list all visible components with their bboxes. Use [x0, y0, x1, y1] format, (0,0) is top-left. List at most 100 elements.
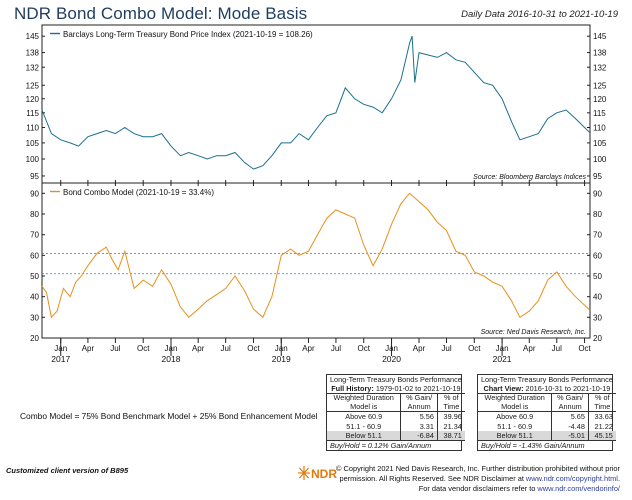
y-tick-label: 110 [593, 124, 606, 133]
bottom-right-axis: 20 30 40 50 60 70 80 90 [593, 189, 602, 343]
y-tick-label: 125 [26, 81, 40, 90]
full-history-table: Long-Term Treasury Bonds Performance Ful… [326, 374, 465, 452]
bond-price-series [41, 36, 591, 170]
y-tick-label: 30 [30, 313, 39, 322]
x-tick-label: Apr [413, 344, 426, 353]
x-tick-label: Jul [441, 344, 451, 353]
x-tick-label: Jul [331, 344, 341, 353]
x-tick-label: Apr [192, 344, 205, 353]
y-tick-label: 70 [30, 231, 39, 240]
bottom-legend-bg [50, 186, 228, 197]
y-tick-label: 120 [593, 95, 607, 104]
y-tick-label: 50 [593, 272, 602, 281]
bottom-panel-frame [41, 182, 591, 339]
y-tick-label: 95 [593, 172, 602, 181]
cv-title: Long-Term Treasury Bonds Performance [481, 375, 613, 384]
y-tick-label: 105 [593, 139, 607, 148]
fh-subtitle: Full History: 1979-01-02 to 2021-10-19 [327, 384, 465, 395]
table-row: Above 60.9 5.56 39.96 [327, 411, 465, 422]
bottom-chart-title: Bond Combo Model (2021-10-19 = 33.4%) [63, 188, 214, 197]
chart-view-table: Long-Term Treasury Bonds Performance Cha… [477, 374, 616, 452]
fh-col3: % of Time [436, 394, 465, 413]
ndr-logo-icon [298, 466, 310, 480]
year-label: 2017 [51, 354, 70, 364]
fh-col2: % Gain/Annum [400, 394, 438, 413]
y-tick-label: 110 [26, 124, 39, 133]
y-tick-label: 40 [593, 293, 602, 302]
bottom-left-axis: 20 30 40 50 60 70 80 90 [30, 189, 39, 343]
top-legend-bg [50, 28, 308, 39]
y-tick-label: 70 [593, 231, 602, 240]
y-tick-label: 138 [593, 49, 607, 58]
top-source: Source: Bloomberg Barclays Indices [473, 174, 586, 181]
date-range: Daily Data 2016-10-31 to 2021-10-19 [461, 9, 618, 20]
combo-model-note: Combo Model = 75% Bond Benchmark Model +… [20, 411, 318, 421]
y-tick-label: 120 [26, 95, 40, 104]
x-axis: Jan Apr Jul Oct Jan Apr Jul Oct Jan Apr Jul Oct Jan A… [51, 180, 592, 364]
y-tick-label: 132 [593, 63, 607, 72]
x-tick-label: Oct [247, 344, 260, 353]
reference-lines [42, 253, 590, 275]
copyright-link[interactable]: www.ndr.com/copyright.html [525, 474, 618, 483]
cv-subtitle: Chart View: 2016-10-31 to 2021-10-19 [478, 384, 616, 395]
bottom-source: Source: Ned Davis Research, Inc. [481, 329, 586, 336]
top-grid [42, 35, 590, 177]
top-right-axis: 95 100 105 110 115 120 125 132 138 145 [593, 32, 607, 181]
top-left-axis: 95 100 105 110 115 120 125 132 138 145 [26, 32, 40, 181]
x-tick-label: Jul [110, 344, 120, 353]
y-tick-label: 20 [30, 334, 39, 343]
table-row: 51.1 - 60.9 -4.48 21.22 [478, 421, 616, 431]
table-row: 51.1 - 60.9 3.31 21.34 [327, 421, 465, 431]
y-tick-label: 100 [26, 155, 40, 164]
table-row: Below 51.1 -6.84 38.71 [327, 430, 465, 441]
x-tick-label: Apr [302, 344, 315, 353]
x-tick-label: Oct [468, 344, 481, 353]
table-row: Above 60.9 5.65 33.63 [478, 411, 616, 422]
x-tick-label: Apr [82, 344, 95, 353]
fh-footer: Buy/Hold = 0.12% Gain/Annum [327, 440, 465, 451]
y-tick-label: 115 [593, 109, 606, 118]
cv-footer: Buy/Hold = -1.43% Gain/Annum [478, 440, 616, 451]
x-tick-label: Jul [552, 344, 562, 353]
top-chart-title: Barclays Long-Term Treasury Bond Price I… [63, 30, 313, 39]
ndr-logo-text: NDR [311, 467, 337, 481]
y-tick-label: 80 [30, 210, 39, 219]
combo-model-series [41, 192, 591, 319]
table-row: Below 51.1 -5.01 45.15 [478, 430, 616, 441]
y-tick-label: 90 [593, 189, 602, 198]
ndr-logo: NDR [298, 466, 337, 481]
y-tick-label: 100 [593, 155, 607, 164]
y-tick-label: 50 [30, 272, 39, 281]
y-tick-label: 90 [30, 189, 39, 198]
fh-title: Long-Term Treasury Bonds Performance [330, 375, 462, 384]
y-tick-label: 132 [26, 63, 40, 72]
y-tick-label: 95 [30, 172, 39, 181]
y-tick-label: 145 [26, 32, 40, 41]
cv-col3: % of Time [587, 394, 616, 413]
y-tick-label: 60 [30, 251, 39, 260]
y-tick-label: 80 [593, 210, 602, 219]
cv-col1: Weighted Duration Model is [478, 394, 552, 413]
year-label: 2021 [493, 354, 512, 364]
top-panel-frame [41, 24, 591, 184]
year-label: 2020 [382, 354, 401, 364]
x-tick-label: Oct [358, 344, 371, 353]
vendor-info-link[interactable]: www.ndr.com/vendorinfo/ [537, 484, 620, 493]
y-tick-label: 30 [593, 313, 602, 322]
charts-area: 95 100 105 110 115 120 125 132 138 145 95 100 105 11… [26, 24, 607, 364]
fh-col1: Weighted Duration Model is [327, 394, 401, 413]
y-tick-label: 60 [593, 251, 602, 260]
x-tick-label: Oct [578, 344, 591, 353]
page-title: NDR Bond Combo Model: Mode Basis [14, 4, 308, 23]
x-tick-label: Jul [221, 344, 231, 353]
copyright-text: © Copyright 2021 Ned Davis Research, Inc… [336, 464, 620, 493]
cv-col2: % Gain/Annum [551, 394, 589, 413]
y-tick-label: 125 [593, 81, 607, 90]
y-tick-label: 105 [26, 139, 40, 148]
x-tick-label: Apr [523, 344, 536, 353]
y-tick-label: 20 [593, 334, 602, 343]
y-tick-label: 115 [26, 109, 39, 118]
y-tick-label: 40 [30, 293, 39, 302]
y-tick-label: 138 [26, 49, 40, 58]
year-label: 2018 [162, 354, 181, 364]
